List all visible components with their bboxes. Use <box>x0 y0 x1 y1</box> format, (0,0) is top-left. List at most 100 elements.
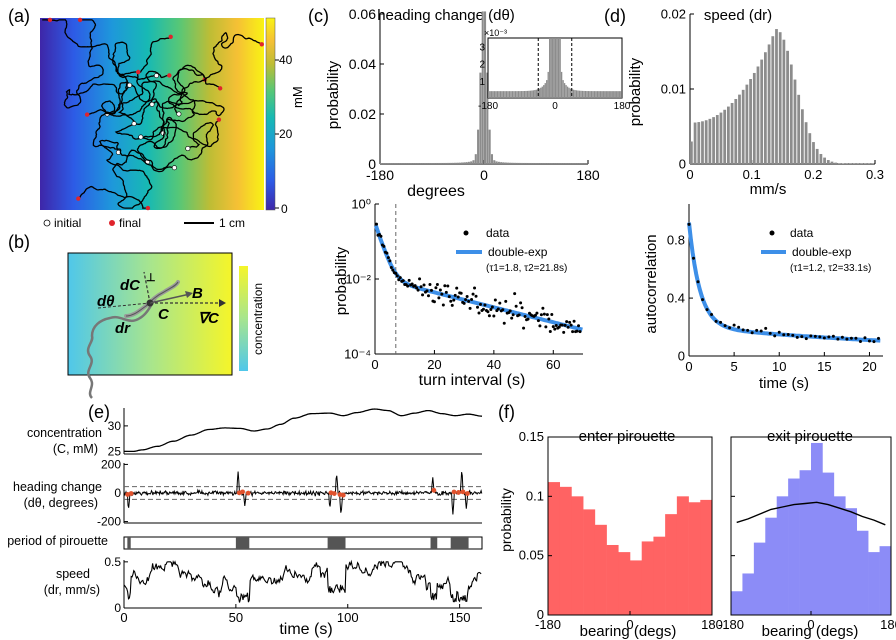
final-marker <box>77 17 83 23</box>
data-point <box>522 326 526 330</box>
data-point <box>397 278 401 282</box>
panel-letter-a: (a) <box>8 6 30 26</box>
inset-bar <box>593 91 596 98</box>
data-point <box>511 313 515 317</box>
data-point <box>406 284 410 288</box>
y-tick-label: 0.04 <box>349 56 376 72</box>
inset-bar <box>488 91 490 98</box>
x-tick-label: 50 <box>229 610 243 625</box>
data-point <box>550 312 554 316</box>
panel-d-bottom: 0 5 10 15 20 0 0.4 0.8 time (s) autocorrelation… <box>643 204 883 392</box>
x-tick-label: 20 <box>862 359 876 374</box>
data-point <box>415 286 419 290</box>
final-marker <box>76 196 81 201</box>
data-point <box>566 325 570 329</box>
histogram-bar <box>771 36 775 165</box>
track <box>136 116 220 163</box>
inset-bar <box>602 91 604 98</box>
inset-bar <box>522 91 524 98</box>
data-point <box>782 333 786 337</box>
y-tick-label: 0 <box>368 156 376 172</box>
y-tick-label: 10⁻⁴ <box>344 347 371 362</box>
chart-c-title: heading change (dθ) <box>377 7 515 24</box>
histogram-bar <box>559 486 572 615</box>
final-marker <box>136 69 141 75</box>
inset-bar <box>574 90 576 98</box>
inset-bar <box>490 91 493 98</box>
histogram-bar <box>465 162 468 164</box>
inset-bar <box>601 91 603 98</box>
panel-letter-d: (d) <box>604 6 626 26</box>
inset-bar <box>610 91 612 98</box>
data-point <box>413 284 417 288</box>
histogram-bar <box>852 163 856 164</box>
x-tick-label: 40 <box>487 357 501 372</box>
inset-bar <box>523 90 526 98</box>
data-point <box>563 323 567 327</box>
data-point <box>476 305 480 309</box>
data-point <box>719 320 723 324</box>
data-point <box>489 308 493 312</box>
data-point <box>429 288 433 292</box>
track <box>151 64 225 117</box>
data-point <box>872 340 876 344</box>
data-point <box>553 327 557 331</box>
data-point <box>502 321 506 325</box>
histogram-bar <box>815 148 819 164</box>
data-point <box>696 280 700 284</box>
histogram-bar <box>871 163 875 164</box>
data-point <box>456 295 460 299</box>
histogram-bar <box>569 162 572 164</box>
inset-bar <box>535 89 537 98</box>
pirouette-track <box>123 536 483 550</box>
inset-bar <box>614 91 616 98</box>
histogram-bar <box>697 122 701 164</box>
histogram-bar <box>778 32 782 164</box>
data-point <box>560 323 564 327</box>
histogram-bar <box>786 50 789 165</box>
data-point <box>487 314 491 318</box>
x-tick-label: 60 <box>546 357 560 372</box>
histogram-bar <box>764 52 767 164</box>
histogram-bar <box>700 499 713 615</box>
gradient-arrow-head <box>219 299 226 307</box>
inset-bar <box>619 91 621 98</box>
data-point <box>755 328 759 332</box>
panel-c-top: heading change (dθ) -180 0 18000.020.040.0… <box>325 6 631 200</box>
data-point <box>453 293 457 297</box>
histogram-bar <box>830 161 834 164</box>
y-tick-label: 0.4 <box>667 291 685 306</box>
chart-d-bottom-axes: 0 5 10 15 20 0 0.4 0.8 <box>667 204 883 374</box>
pirouette-point <box>240 489 245 495</box>
histogram-bar <box>630 560 643 615</box>
legend-data-label: data <box>486 226 510 240</box>
histogram-bar <box>502 162 505 164</box>
data-point <box>547 317 551 321</box>
colorbar-a-tick-label: 0 <box>281 202 288 216</box>
data-point <box>732 323 736 327</box>
histogram-bar <box>495 161 498 164</box>
histogram-bar <box>400 162 403 164</box>
e-row3-label: period of pirouette <box>7 534 108 548</box>
chart-d-bottom-legend: data double-exp (τ1=1.2, τ2=33.1s) <box>761 226 871 274</box>
e-row2-label: heading change <box>13 480 102 494</box>
histogram-bar <box>518 162 521 164</box>
histogram-bar <box>665 514 678 615</box>
data-point <box>533 313 537 317</box>
pirouette-point <box>431 487 437 493</box>
histogram-bar <box>653 536 666 615</box>
data-point <box>701 298 705 302</box>
inset-bar <box>607 91 609 98</box>
histogram-bar <box>537 162 540 164</box>
histogram-bar <box>823 157 826 164</box>
gradient-box <box>67 252 233 376</box>
inset-bar <box>520 91 523 98</box>
histogram-bar <box>738 94 741 164</box>
final-marker <box>47 17 53 23</box>
label-gradC: ∇C <box>198 310 220 327</box>
data-point <box>750 331 754 335</box>
histogram-bar <box>752 72 756 164</box>
data-point <box>840 335 844 339</box>
histogram-bar <box>479 72 482 164</box>
x-tick-label: 15 <box>817 359 831 374</box>
